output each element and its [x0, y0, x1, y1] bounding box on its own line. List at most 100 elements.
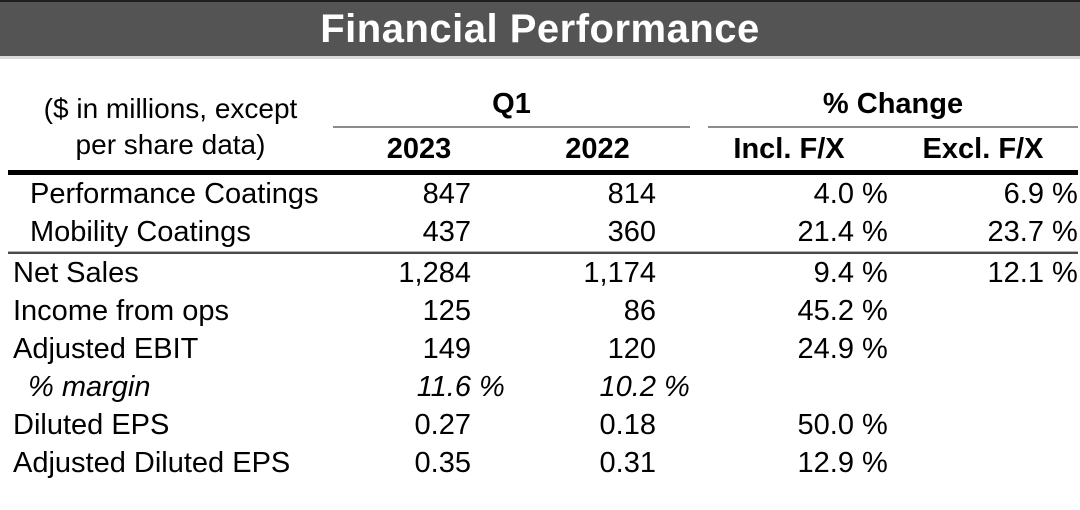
- cell-2022: 814: [505, 175, 690, 213]
- cell-value: 23.7: [987, 215, 1044, 248]
- cell-incl-fx: 24.9%: [690, 330, 888, 368]
- cell-2022: 1,174: [505, 252, 690, 292]
- cell-value: 0.27: [414, 408, 471, 441]
- cell-incl-fx: 9.4%: [690, 252, 888, 292]
- row-label: Adjusted Diluted EPS: [13, 446, 291, 479]
- cell-suffix: %: [479, 370, 505, 403]
- table-row-pct-margin: % margin 11.6% 10.2%: [8, 368, 1078, 406]
- row-label: Income from ops: [13, 294, 229, 327]
- cell-suffix: %: [862, 332, 888, 365]
- cell-value: 437: [422, 215, 471, 248]
- cell-suffix: %: [1052, 215, 1078, 248]
- cell-incl-fx: 4.0%: [690, 175, 888, 213]
- cell-incl-fx: 45.2%: [690, 292, 888, 330]
- table-row-income-from-ops: Income from ops 125 86 45.2%: [8, 292, 1078, 330]
- cell-2023: 437: [333, 213, 505, 252]
- cell-excl-fx: 23.7%: [888, 213, 1078, 252]
- group-header-pct-change: % Change: [690, 83, 1078, 128]
- cell-2022: 360: [505, 213, 690, 252]
- group-header-q1-label: Q1: [333, 87, 690, 128]
- group-header-pct-change-label: % Change: [708, 87, 1078, 128]
- cell-suffix: %: [1052, 256, 1078, 289]
- cell-2023: 0.35: [333, 444, 505, 482]
- cell-value: 1,174: [583, 256, 656, 289]
- cell-value: 50.0: [797, 408, 854, 441]
- cell-2022: 0.18: [505, 406, 690, 444]
- title-banner: Financial Performance: [0, 0, 1080, 56]
- page-title: Financial Performance: [320, 6, 760, 51]
- stub-line-2: per share data): [75, 128, 266, 160]
- cell-value: 120: [607, 332, 656, 365]
- cell-excl-fx: [888, 368, 1078, 406]
- cell-2023: 125: [333, 292, 505, 330]
- cell-value: 0.31: [599, 446, 656, 479]
- cell-incl-fx: 50.0%: [690, 406, 888, 444]
- column-header-2022: 2022: [505, 128, 690, 175]
- cell-value: 4.0: [813, 177, 854, 210]
- cell-suffix: %: [862, 215, 888, 248]
- column-header-excl-fx: Excl. F/X: [888, 128, 1078, 175]
- table-row-adjusted-ebit: Adjusted EBIT 149 120 24.9%: [8, 330, 1078, 368]
- cell-suffix: %: [664, 370, 690, 403]
- cell-value: 149: [422, 332, 471, 365]
- column-header-incl-fx: Incl. F/X: [690, 128, 888, 175]
- cell-value: 1,284: [398, 256, 471, 289]
- cell-excl-fx: [888, 330, 1078, 368]
- cell-value: 12.1: [987, 256, 1044, 289]
- group-header-q1: Q1: [333, 83, 690, 128]
- cell-value: 21.4: [797, 215, 854, 248]
- row-label: Diluted EPS: [13, 408, 170, 441]
- row-label: Net Sales: [8, 252, 333, 292]
- cell-2023: 1,284: [333, 252, 505, 292]
- row-label: Performance Coatings: [30, 177, 319, 210]
- header-column-row: 2023 2022 Incl. F/X Excl. F/X: [8, 128, 1078, 175]
- cell-incl-fx: 21.4%: [690, 213, 888, 252]
- cell-value: 11.6: [416, 370, 471, 403]
- cell-value: 10.2: [599, 370, 656, 403]
- cell-excl-fx: 12.1%: [888, 252, 1078, 292]
- cell-value: 814: [607, 177, 656, 210]
- cell-value: 45.2: [797, 294, 854, 327]
- cell-suffix: %: [862, 177, 888, 210]
- cell-suffix: %: [862, 294, 888, 327]
- cell-2022: 86: [505, 292, 690, 330]
- table-row-net-sales: Net Sales 1,284 1,174 9.4% 12.1%: [8, 252, 1078, 292]
- cell-excl-fx: [888, 292, 1078, 330]
- cell-value: 847: [422, 177, 471, 210]
- row-label: % margin: [28, 370, 151, 403]
- header-group-row: ($ in millions, except per share data) Q…: [8, 83, 1078, 175]
- row-label: Adjusted EBIT: [13, 332, 199, 365]
- cell-2022: 0.31: [505, 444, 690, 482]
- cell-value: 6.9: [1003, 177, 1044, 210]
- financial-table: ($ in millions, except per share data) Q…: [8, 83, 1078, 482]
- cell-suffix: %: [862, 256, 888, 289]
- cell-value: 0.18: [599, 408, 656, 441]
- cell-value: 86: [623, 294, 656, 327]
- cell-excl-fx: 6.9%: [888, 175, 1078, 213]
- cell-excl-fx: [888, 444, 1078, 482]
- cell-2022: 10.2%: [505, 368, 690, 406]
- cell-value: 9.4: [813, 256, 854, 289]
- banner-divider: [0, 56, 1080, 59]
- cell-incl-fx: 12.9%: [690, 444, 888, 482]
- table-row-diluted-eps: Diluted EPS 0.27 0.18 50.0%: [8, 406, 1078, 444]
- cell-2023: 847: [333, 175, 505, 213]
- cell-value: 125: [422, 294, 471, 327]
- column-header-2023: 2023: [333, 128, 505, 175]
- cell-2023: 149: [333, 330, 505, 368]
- table-stub-label: ($ in millions, except per share data): [8, 83, 333, 175]
- cell-suffix: %: [1052, 177, 1078, 210]
- table-row-performance-coatings: Performance Coatings 847 814 4.0% 6.9%: [8, 175, 1078, 213]
- cell-excl-fx: [888, 406, 1078, 444]
- row-label: Mobility Coatings: [8, 213, 333, 252]
- cell-2022: 120: [505, 330, 690, 368]
- cell-2023: 11.6%: [333, 368, 505, 406]
- cell-value: 0.35: [414, 446, 471, 479]
- cell-value: 24.9: [797, 332, 854, 365]
- table-row-adjusted-diluted-eps: Adjusted Diluted EPS 0.35 0.31 12.9%: [8, 444, 1078, 482]
- cell-value: 360: [607, 215, 656, 248]
- cell-incl-fx: [690, 368, 888, 406]
- cell-suffix: %: [862, 446, 888, 479]
- cell-suffix: %: [862, 408, 888, 441]
- cell-value: 12.9: [797, 446, 854, 479]
